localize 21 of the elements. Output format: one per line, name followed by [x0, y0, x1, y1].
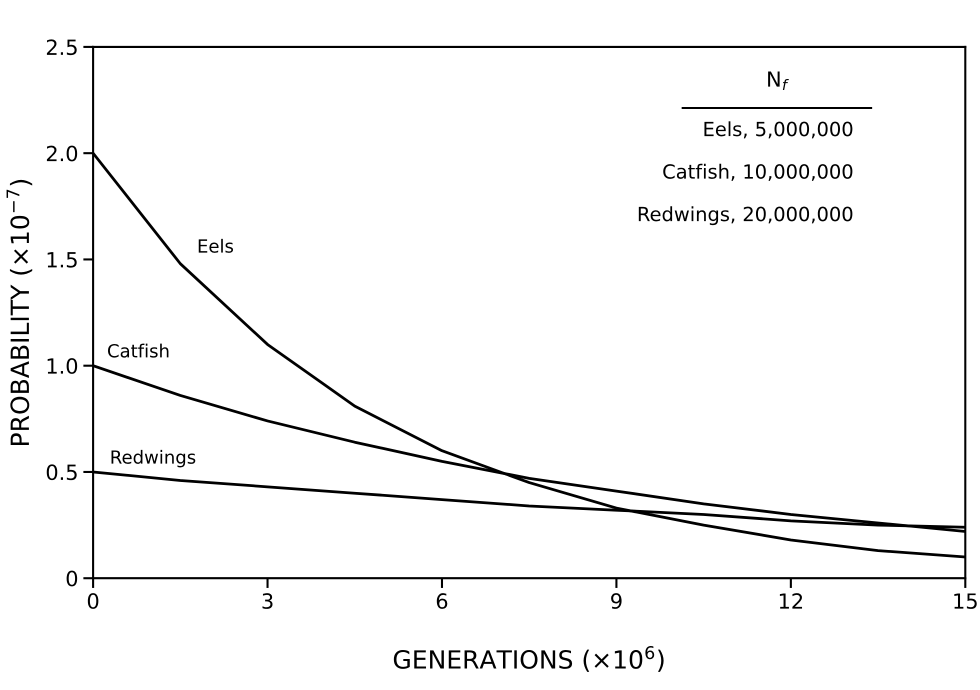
annotation: Redwings, 20,000,000 [638, 206, 852, 226]
y-axis-title: PROBABILITY (×10$^{−7}$) [6, 180, 32, 445]
x-tick-label: 3 [262, 593, 272, 609]
series-label: Eels [198, 238, 234, 253]
series-label: Catfish [108, 344, 168, 358]
y-tick-label: 0.5 [46, 464, 77, 480]
annotation: Catfish, 10,000,000 [663, 164, 852, 181]
annotation: Eels, 5,000,000 [704, 121, 852, 138]
annotation: N$_{f}$ [768, 71, 789, 90]
x-tick-label: 9 [611, 593, 622, 609]
x-tick-label: 6 [436, 593, 448, 609]
y-tick-label: 2.5 [46, 39, 77, 56]
x-axis-title: GENERATIONS (×10$^{6}$) [394, 646, 664, 672]
y-tick-label: 1.0 [48, 358, 78, 374]
y-tick-label: 0 [66, 570, 78, 586]
y-tick-label: 1.5 [48, 252, 77, 268]
series-label: Redwings [112, 450, 196, 468]
x-tick-label: 12 [780, 593, 802, 609]
y-tick-label: 2.0 [46, 146, 78, 162]
x-tick-label: 0 [88, 593, 98, 609]
x-tick-label: 15 [954, 593, 977, 609]
